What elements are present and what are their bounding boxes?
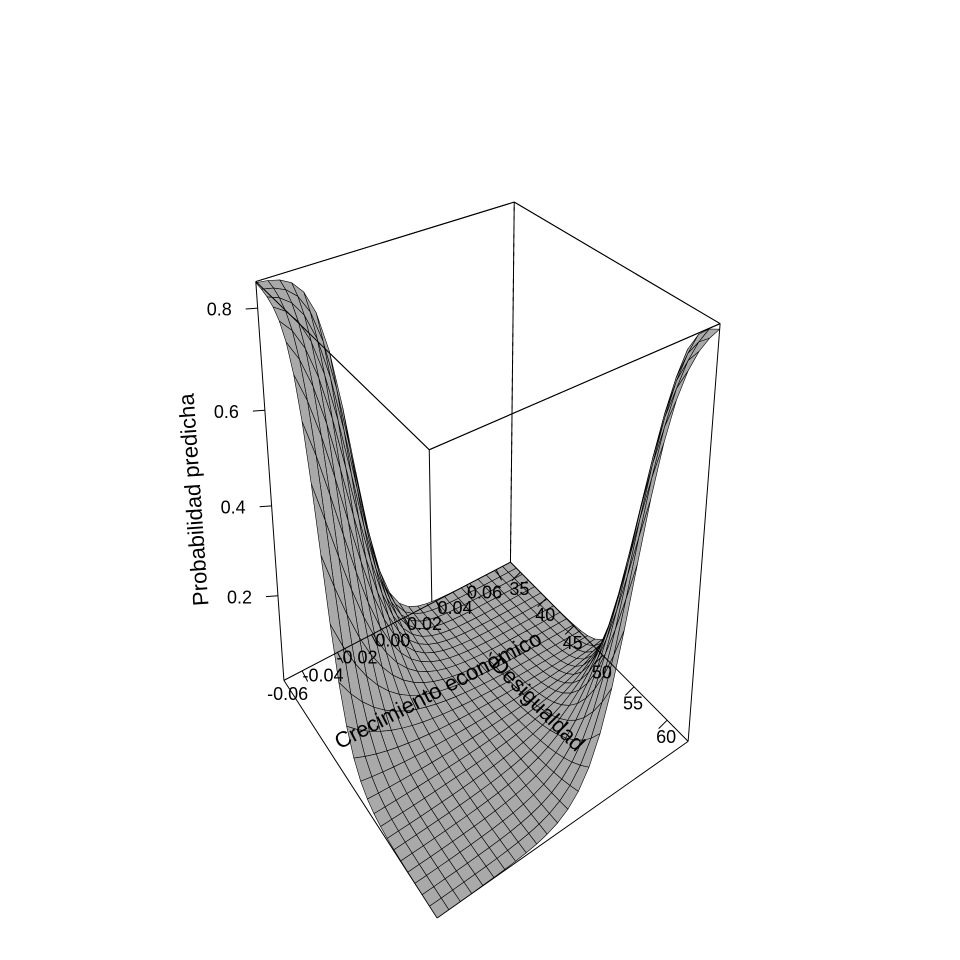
persp-3d-chart: -0.06-0.04-0.020.000.020.040.06Crecimien… (0, 0, 960, 960)
y-tick-label: 40 (535, 605, 555, 625)
x-tick-label: 0.00 (375, 631, 410, 651)
y-tick-label: 35 (509, 579, 529, 599)
z-tick-label: 0.2 (227, 587, 252, 607)
x-tick-label: -0.06 (267, 684, 308, 704)
x-tick-label: -0.02 (337, 648, 378, 668)
z-tick-label: 0.8 (207, 300, 232, 320)
z-tick-label: 0.6 (214, 402, 239, 422)
y-tick-label: 60 (656, 727, 676, 747)
y-tick-label: 45 (563, 633, 583, 653)
y-tick-label: 55 (623, 694, 643, 714)
x-tick-label: 0.06 (467, 583, 502, 603)
x-tick-label: -0.04 (302, 665, 343, 685)
y-tick-label: 50 (592, 662, 612, 682)
z-axis-label: Probabilidad predicha (173, 392, 213, 607)
z-tick-label: 0.4 (221, 497, 246, 517)
